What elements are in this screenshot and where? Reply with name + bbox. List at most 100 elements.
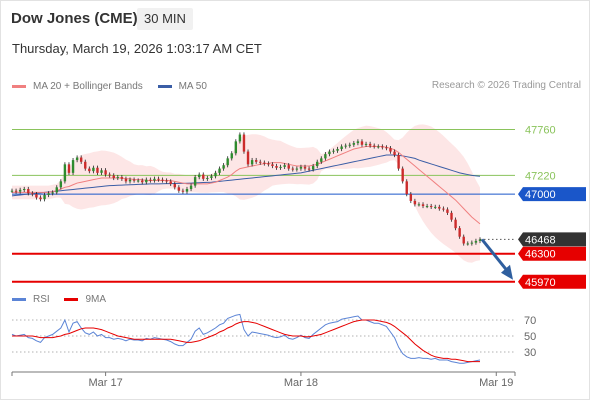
candle-body-3 (23, 189, 26, 191)
candle-body-93 (389, 148, 392, 152)
candle-body-83 (348, 144, 351, 146)
candle-body-111 (462, 236, 465, 244)
candle-body-27 (120, 177, 124, 179)
candle-body-23 (104, 170, 107, 175)
candle-body-81 (340, 146, 343, 150)
credit-text: Research © 2026 Trading Central (431, 80, 581, 91)
chart-title: Dow Jones (CME) (11, 10, 138, 27)
candle-body-105 (438, 206, 441, 209)
rsi-tick-50: 50 (524, 331, 536, 343)
candle-body-48 (206, 177, 209, 179)
rsi-legend: RSI 9MA (12, 293, 118, 305)
candle-body-69 (291, 168, 294, 170)
candle-body-8 (43, 194, 46, 200)
level-label-46300: 46300 (525, 249, 556, 261)
legend-rsi: RSI (12, 294, 50, 305)
candle-body-44 (189, 185, 193, 190)
candle-body-115 (478, 239, 482, 241)
price-candles (10, 132, 482, 246)
candle-body-56 (238, 134, 242, 142)
candle-body-10 (51, 192, 54, 194)
candle-body-26 (116, 177, 120, 179)
price-legend: MA 20 + Bollinger Bands MA 50 (12, 80, 219, 92)
candle-body-94 (393, 151, 396, 155)
candle-body-41 (177, 187, 181, 191)
candle-body-78 (328, 151, 331, 155)
level-tag-46300 (518, 246, 586, 261)
candle-body-33 (145, 179, 148, 183)
candle-body-35 (153, 178, 156, 181)
candle-body-49 (210, 176, 213, 178)
candle-body-6 (35, 194, 38, 198)
rsi-series-rsi (11, 313, 481, 364)
candle-body-18 (84, 161, 87, 169)
ma50-swatch-icon (157, 85, 172, 88)
level-label-46468: 46468 (525, 234, 556, 246)
candle-body-108 (450, 212, 453, 220)
candle-body-100 (417, 204, 421, 206)
candle-body-84 (352, 143, 356, 145)
legend-9ma-label: 9MA (85, 294, 107, 305)
candle-body-109 (454, 219, 457, 229)
level-label-47000: 47000 (525, 189, 556, 201)
candle-body-0 (10, 190, 14, 192)
chart-header: Dow Jones (CME) 30 MIN (0, 0, 590, 36)
candle-body-70 (295, 168, 299, 170)
price-level-labels: 47760 47220 47000 46468 46300 45970 (518, 124, 586, 289)
forecast-arrow-head-icon (501, 264, 513, 280)
level-label-47220: 47220 (525, 170, 556, 182)
candle-body-22 (100, 170, 103, 173)
candle-body-62 (263, 162, 266, 164)
candle-body-65 (275, 166, 278, 168)
candle-body-13 (63, 164, 67, 182)
candle-body-37 (161, 179, 164, 181)
candle-body-67 (283, 165, 286, 167)
forecast-arrow (480, 238, 513, 280)
bollinger-bands (12, 124, 480, 263)
rsi-series-9ma (12, 319, 480, 363)
candle-body-95 (397, 154, 400, 169)
bollinger-band-area (12, 124, 480, 263)
candle-body-97 (405, 181, 408, 195)
candle-body-74 (311, 166, 315, 170)
forecast-arrow-shaft (480, 238, 510, 273)
candle-body-87 (364, 143, 368, 145)
legend-ma20: MA 20 + Bollinger Bands (12, 81, 143, 92)
price-levels (12, 128, 515, 283)
candle-body-58 (246, 151, 250, 165)
level-tag-45970 (518, 274, 586, 289)
candle-body-88 (368, 143, 372, 146)
time-label-mar-18: Mar 18 (284, 377, 318, 389)
timeframe-button[interactable]: 30 MIN (137, 8, 193, 30)
candle-body-25 (112, 175, 115, 178)
ma9-swatch-icon (64, 298, 79, 301)
candle-body-29 (128, 179, 132, 182)
legend-ma50: MA 50 (157, 81, 207, 92)
time-label-mar-19: Mar 19 (479, 377, 513, 389)
candle-body-34 (149, 179, 152, 181)
time-label-mar-17: Mar 17 (88, 377, 122, 389)
chart-datetime: Thursday, March 19, 2026 1:03:17 AM CET (12, 41, 262, 56)
candle-body-112 (466, 243, 469, 245)
candle-body-66 (279, 166, 282, 168)
rsi-swatch-icon (12, 298, 26, 301)
candle-body-106 (442, 208, 445, 210)
candle-body-90 (377, 146, 380, 148)
candle-body-96 (401, 168, 404, 182)
candle-body-11 (55, 187, 58, 193)
candle-body-54 (230, 153, 233, 159)
candle-body-113 (470, 242, 474, 244)
candle-body-98 (409, 194, 413, 201)
candle-body-2 (18, 189, 22, 192)
ma20-swatch-icon (12, 85, 26, 88)
rsi-tick-70: 70 (524, 315, 536, 327)
candle-body-51 (218, 168, 221, 173)
ma20-line (12, 145, 481, 225)
candle-body-85 (356, 141, 360, 144)
candle-body-71 (299, 166, 303, 169)
level-label-45970: 45970 (525, 277, 556, 289)
candle-body-80 (336, 149, 339, 151)
time-axis: Mar 17 Mar 18 Mar 19 (11, 371, 516, 389)
candle-body-20 (92, 167, 95, 172)
